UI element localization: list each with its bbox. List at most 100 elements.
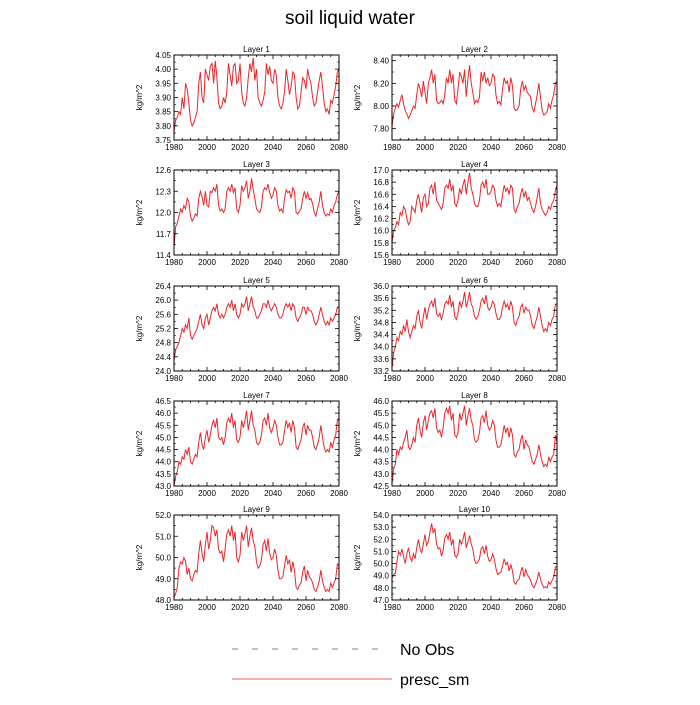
y-axis-label: kg/m^2 <box>353 199 362 225</box>
y-axis-label: kg/m^2 <box>135 544 144 570</box>
x-tick-label: 2000 <box>198 258 216 267</box>
y-tick-label: 25.2 <box>155 325 171 334</box>
x-tick-label: 2060 <box>515 143 533 152</box>
y-tick-label: 15.6 <box>373 251 389 260</box>
x-tick-label: 2040 <box>264 489 282 498</box>
y-tick-label: 54.0 <box>373 511 389 520</box>
x-tick-label: 1980 <box>165 143 183 152</box>
plot-frame <box>173 54 340 141</box>
y-tick-label: 47.0 <box>373 596 389 605</box>
x-tick-label: 2080 <box>330 489 348 498</box>
panel-title: Layer 4 <box>461 160 488 169</box>
x-tick-label: 2060 <box>515 603 533 612</box>
y-tick-label: 34.0 <box>373 343 389 352</box>
y-tick-label: 45.5 <box>373 409 389 418</box>
x-tick-label: 2060 <box>297 374 315 383</box>
series-line-presc_sm <box>392 405 557 484</box>
x-tick-label: 2060 <box>515 258 533 267</box>
y-tick-label: 3.85 <box>155 108 171 117</box>
x-tick-label: 2080 <box>330 258 348 267</box>
y-axis-label: kg/m^2 <box>353 315 362 341</box>
y-tick-label: 24.4 <box>155 353 171 362</box>
x-tick-label: 2020 <box>449 143 467 152</box>
series-line-presc_sm <box>174 524 339 599</box>
x-tick-label: 2020 <box>231 143 249 152</box>
x-tick-label: 2020 <box>449 374 467 383</box>
y-tick-label: 44.5 <box>155 446 171 455</box>
x-tick-label: 2000 <box>198 489 216 498</box>
x-tick-label: 2060 <box>297 489 315 498</box>
y-axis-label: kg/m^2 <box>353 84 362 110</box>
x-tick-label: 1980 <box>383 143 401 152</box>
y-axis-label: kg/m^2 <box>353 544 362 570</box>
y-tick-label: 42.5 <box>373 482 389 491</box>
x-tick-label: 1980 <box>383 258 401 267</box>
x-tick-label: 2040 <box>482 143 500 152</box>
y-tick-label: 44.5 <box>373 433 389 442</box>
x-tick-label: 2060 <box>297 603 315 612</box>
x-tick-label: 1980 <box>383 374 401 383</box>
x-tick-label: 2060 <box>515 374 533 383</box>
panel-title: Layer 10 <box>459 505 491 514</box>
x-tick-label: 2020 <box>231 374 249 383</box>
panel-layer-6: Layer 6 kg/m^2 1980 2000 2020 2040 2060 2080 33.… <box>353 276 566 383</box>
panel-layer-8: Layer 8 kg/m^2 1980 2000 2020 2040 2060 2080 42.… <box>353 391 566 498</box>
x-tick-label: 1980 <box>165 374 183 383</box>
y-tick-label: 44.0 <box>155 458 171 467</box>
x-tick-label: 2040 <box>264 143 282 152</box>
y-tick-label: 11.7 <box>156 230 172 239</box>
y-tick-label: 16.0 <box>373 227 389 236</box>
y-tick-label: 12.0 <box>155 209 171 218</box>
panel-title: Layer 3 <box>243 160 270 169</box>
y-tick-label: 50.0 <box>155 554 171 563</box>
x-tick-label: 2020 <box>231 489 249 498</box>
legend: No Obs presc_sm <box>232 642 469 689</box>
y-tick-label: 26.0 <box>155 296 171 305</box>
y-tick-label: 3.80 <box>155 122 171 131</box>
panel-title: Layer 2 <box>461 45 488 54</box>
y-tick-label: 12.3 <box>155 187 171 196</box>
panel-layer-4: Layer 4 kg/m^2 1980 2000 2020 2040 2060 2080 15.… <box>353 160 566 267</box>
y-tick-label: 16.6 <box>373 190 389 199</box>
series-line-presc_sm <box>392 523 557 589</box>
legend-label: No Obs <box>400 642 454 659</box>
x-tick-label: 2040 <box>264 603 282 612</box>
y-tick-label: 26.4 <box>155 282 171 291</box>
y-tick-label: 52.0 <box>155 511 171 520</box>
y-tick-label: 8.20 <box>373 79 389 88</box>
x-tick-label: 2000 <box>416 374 434 383</box>
y-tick-label: 46.0 <box>373 397 389 406</box>
plot-frame <box>391 400 558 487</box>
panel-layer-9: Layer 9 kg/m^2 1980 2000 2020 2040 2060 2080 48.… <box>135 505 348 612</box>
y-tick-label: 33.2 <box>373 367 389 376</box>
y-tick-label: 24.0 <box>155 367 171 376</box>
y-tick-label: 43.5 <box>155 470 171 479</box>
y-tick-label: 46.5 <box>155 397 171 406</box>
panel-title: Layer 9 <box>243 505 270 514</box>
x-tick-label: 2040 <box>482 489 500 498</box>
y-tick-label: 45.5 <box>155 421 171 430</box>
y-tick-label: 3.75 <box>155 136 171 145</box>
y-tick-label: 53.0 <box>373 523 389 532</box>
y-tick-label: 8.40 <box>373 57 389 66</box>
legend-label: presc_sm <box>400 672 469 689</box>
panel-layer-3: Layer 3 kg/m^2 1980 2000 2020 2040 2060 2080 11.… <box>135 160 348 267</box>
x-tick-label: 2000 <box>416 603 434 612</box>
y-tick-label: 25.6 <box>155 310 171 319</box>
x-tick-label: 1980 <box>165 603 183 612</box>
y-tick-label: 48.0 <box>155 596 171 605</box>
x-tick-label: 2060 <box>297 258 315 267</box>
y-tick-label: 36.0 <box>373 282 389 291</box>
y-tick-label: 11.4 <box>156 251 172 260</box>
x-tick-label: 2000 <box>198 143 216 152</box>
y-tick-label: 43.0 <box>373 470 389 479</box>
y-tick-label: 48.0 <box>373 584 389 593</box>
series-line-presc_sm <box>174 57 339 132</box>
y-axis-label: kg/m^2 <box>353 430 362 456</box>
y-tick-label: 3.95 <box>155 79 171 88</box>
y-tick-label: 45.0 <box>373 421 389 430</box>
x-tick-label: 2040 <box>482 374 500 383</box>
x-tick-label: 2080 <box>548 374 566 383</box>
y-tick-label: 16.2 <box>373 215 389 224</box>
